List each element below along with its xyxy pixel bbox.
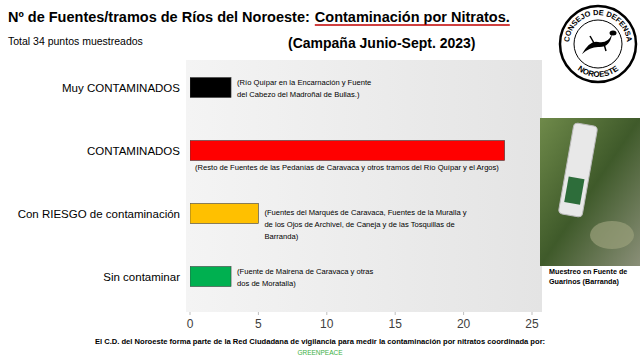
annotation: Barranda) [264,232,298,241]
photo-water [590,221,634,249]
annotation: (Fuente de Mairena de Caravaca y otras [237,267,374,276]
x-tick [326,312,327,315]
photo-device-screen [564,176,584,204]
bar [190,78,231,98]
footer-org: GREENPEACE [297,349,343,356]
plot-background [186,60,542,312]
annotation: del Cabezo del Madroñal de Bullas.) [237,90,360,99]
x-tick [190,312,191,315]
chart-root: Nº de Fuentes/tramos de Ríos del Noroest… [0,0,640,360]
logo-text-path: CONSEJO DE DEFENSA [562,8,634,43]
annotation: de los Ojos de Archivel, de Caneja y de … [264,220,454,229]
annotation: (Fuentes del Marqués de Caravaca, Fuente… [264,208,466,217]
annotation: (Río Quípar en la Encarnación y Fuente [237,78,371,87]
x-tick [395,312,396,315]
logo-text: NOROESTE [576,64,621,80]
x-tick-label: 5 [255,317,262,331]
title: Contaminación por Nitratos. [315,9,510,25]
labels: Muy CONTAMINADOS (Río Quípar en la Encarn… [18,78,500,288]
x-tick-label: 15 [389,317,403,331]
bar [190,267,231,287]
x-tick [258,312,259,315]
footer: El C.D. del Noroeste forma parte de la R… [95,337,545,346]
category-label: Muy CONTAMINADOS [62,82,180,94]
bars [190,78,505,287]
bar [190,204,258,224]
total-note: Total 34 puntos muestreados [8,35,143,47]
title: Nº de Fuentes/tramos de Ríos del Noroest… [8,9,310,25]
x-tick [463,312,464,315]
logo-text: CONSEJO DE DEFENSA [562,8,634,43]
photo-caption: Muestreo en Fuente de [549,267,627,276]
logo: CONSEJO DE DEFENSA NOROESTE [560,6,636,82]
x-tick-label: 0 [187,317,194,331]
logo-inner [574,20,622,68]
category-label: Sin contaminar [103,271,180,283]
photo-background [540,118,640,266]
category-label: Con RIESGO de contaminación [18,208,180,220]
logo-salamander-leg [590,36,594,43]
x-tick-label: 10 [320,317,334,331]
x-tick-label: 25 [525,317,539,331]
x-axis: 0 5 10 15 20 25 [187,312,539,331]
logo-salamander [582,34,612,54]
logo-salamander-head [610,31,617,36]
photo [540,118,640,266]
subtitle: (Campaña Junio-Sept. 2023) [288,35,476,51]
logo-salamander-leg [604,44,606,51]
title-underline [315,24,510,25]
bar [190,141,505,161]
logo-ring [560,6,636,82]
annotation: dos de Moratalla) [237,279,296,288]
x-tick [532,312,533,315]
photo-device [558,123,598,218]
x-tick-label: 20 [457,317,471,331]
logo-text-path: NOROESTE [576,64,621,80]
photo-caption: Guarinos (Barranda) [549,277,619,286]
annotation: (Resto de Fuentes de las Pedanías de Car… [195,163,499,172]
category-label: CONTAMINADOS [87,145,180,157]
